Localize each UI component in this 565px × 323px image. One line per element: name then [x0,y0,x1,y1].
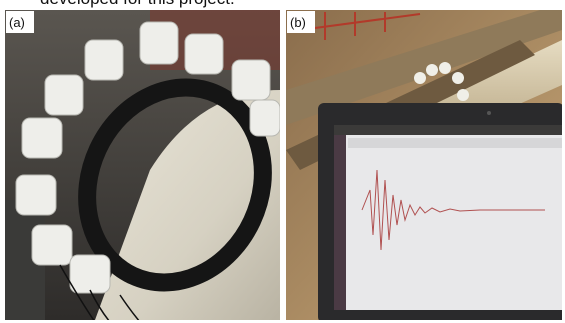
cable [59,264,95,320]
transducer [184,33,224,75]
transducer [31,224,73,266]
panel-label: (a) [9,15,25,30]
transducer [426,64,438,76]
transducer [231,59,271,101]
laptop-screen [334,125,562,310]
label-box [6,11,34,33]
window-titlebar [334,125,562,135]
panel-label: (b) [290,15,306,30]
browser-toolbar [348,138,562,148]
transducer [249,99,280,137]
cable [89,289,110,320]
label-box [287,11,315,33]
sensor-cluster [414,62,469,101]
cables [59,264,140,320]
panel-b: (b) [286,10,562,320]
transducer [21,117,63,159]
waveform [361,169,545,251]
pipe [286,10,562,125]
transducers [15,21,280,294]
transducer [84,39,124,81]
sensor-ring [78,78,272,292]
transducer [69,254,111,294]
railings [299,12,421,40]
pipe [95,90,280,320]
transducer [457,89,469,101]
transducer [414,72,426,84]
caption-fragment: developed for this project. [40,0,235,8]
transducer [139,21,179,65]
transducer [15,174,57,216]
camera [487,111,491,115]
transducer [439,62,451,74]
dock [334,135,346,310]
transducer [452,72,464,84]
transducer [44,74,84,116]
railing [299,13,421,31]
cable [119,294,140,320]
panel-a: (a) [5,10,280,320]
